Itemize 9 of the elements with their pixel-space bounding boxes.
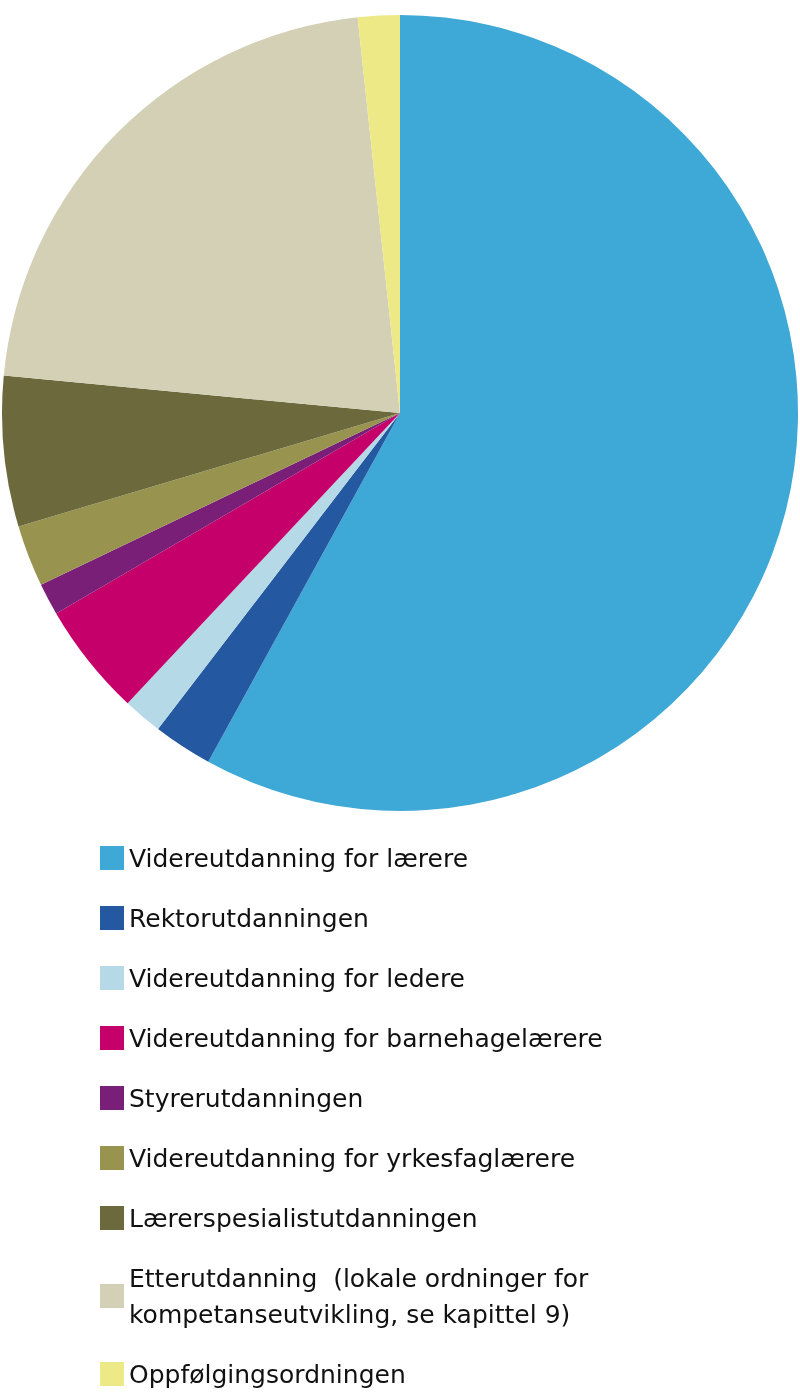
- legend-label: Videreutdanning for lærere: [129, 843, 469, 873]
- legend-label: Etterutdanning (lokale ordninger for kompetanseutvikling, se kapittel 9): [129, 1263, 597, 1329]
- legend-label: Styrerutdanningen: [129, 1083, 364, 1113]
- legend-label: Videreutdanning for barnehagelærere: [129, 1023, 603, 1053]
- legend-label: Rektorutdanningen: [129, 903, 369, 933]
- legend-label: Videreutdanning for ledere: [129, 963, 465, 993]
- legend-label: Oppfølgingsordningen: [129, 1359, 406, 1389]
- legend-label: Lærerspesialistutdanningen: [129, 1203, 478, 1233]
- legend-label: Videreutdanning for yrkesfaglærere: [129, 1143, 576, 1173]
